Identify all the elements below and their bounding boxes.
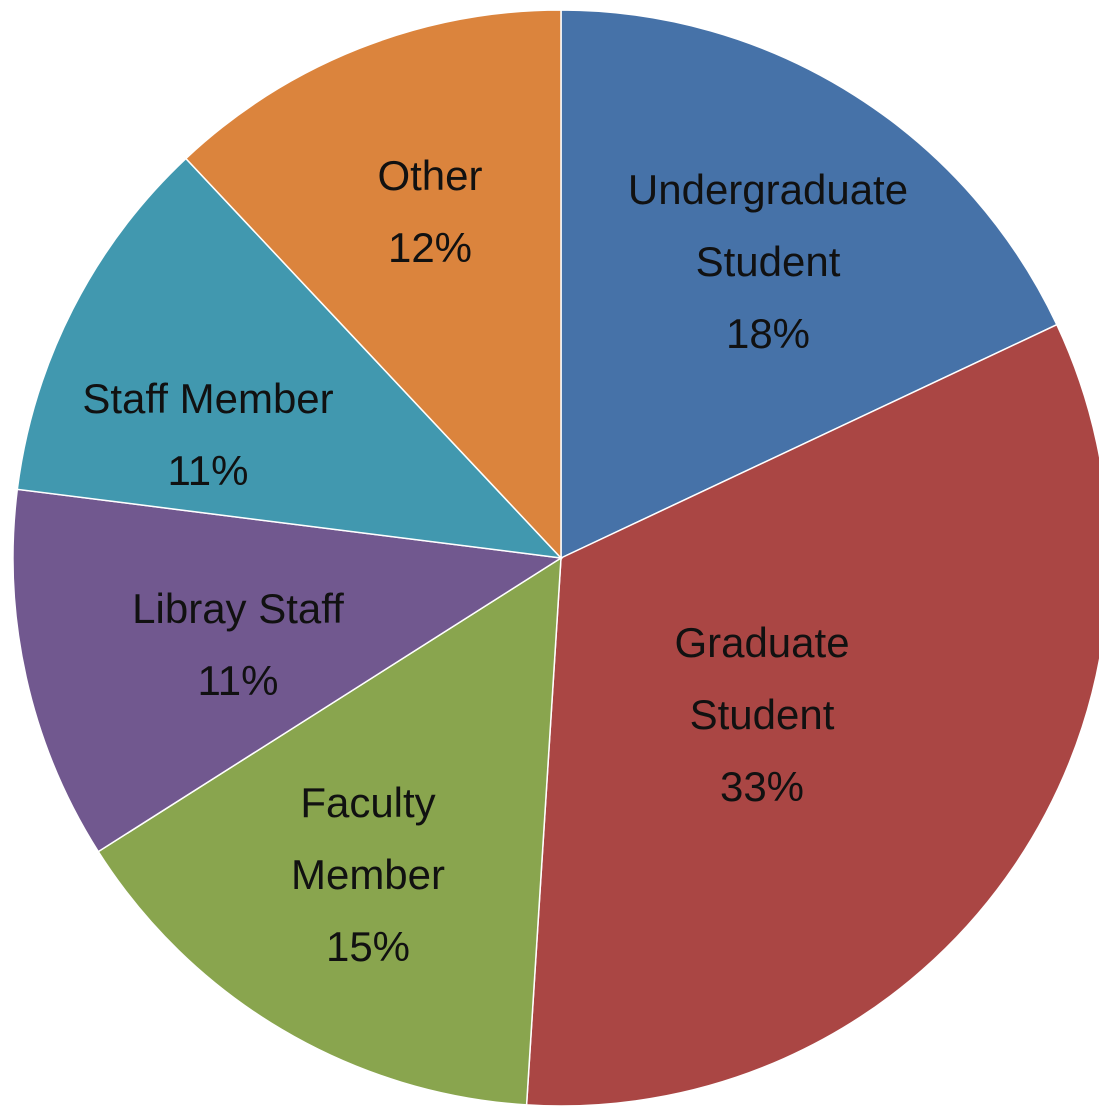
- value-label: 11%: [167, 447, 249, 494]
- pie-slice: [560, 9, 1058, 560]
- pie-slice: [184, 9, 562, 560]
- slice-label: Other 12%: [320, 140, 540, 284]
- category-label: Libray Staff: [132, 585, 344, 632]
- slice-label: Libray Staff 11%: [58, 573, 418, 717]
- pie-slice: [12, 488, 564, 853]
- category-label: Faculty Member: [290, 779, 446, 898]
- value-label: 33%: [719, 763, 805, 810]
- slice-label: Staff Member 11%: [28, 363, 388, 507]
- pie-slice: [97, 556, 562, 1106]
- slice-label: Graduate Student 33%: [632, 607, 892, 823]
- slice-label: Undergraduate Student 18%: [578, 154, 958, 370]
- value-label: 11%: [197, 657, 279, 704]
- slice-label: Faculty Member 15%: [243, 767, 493, 983]
- pie-slice: [16, 157, 563, 560]
- category-label: Graduate Student: [674, 619, 850, 738]
- value-label: 15%: [325, 923, 411, 970]
- value-label: 12%: [387, 224, 473, 271]
- category-label: Undergraduate Student: [627, 166, 909, 285]
- pie-slice: [525, 323, 1099, 1107]
- category-label: Staff Member: [82, 375, 334, 422]
- category-label: Other: [377, 152, 483, 199]
- value-label: 18%: [725, 310, 811, 357]
